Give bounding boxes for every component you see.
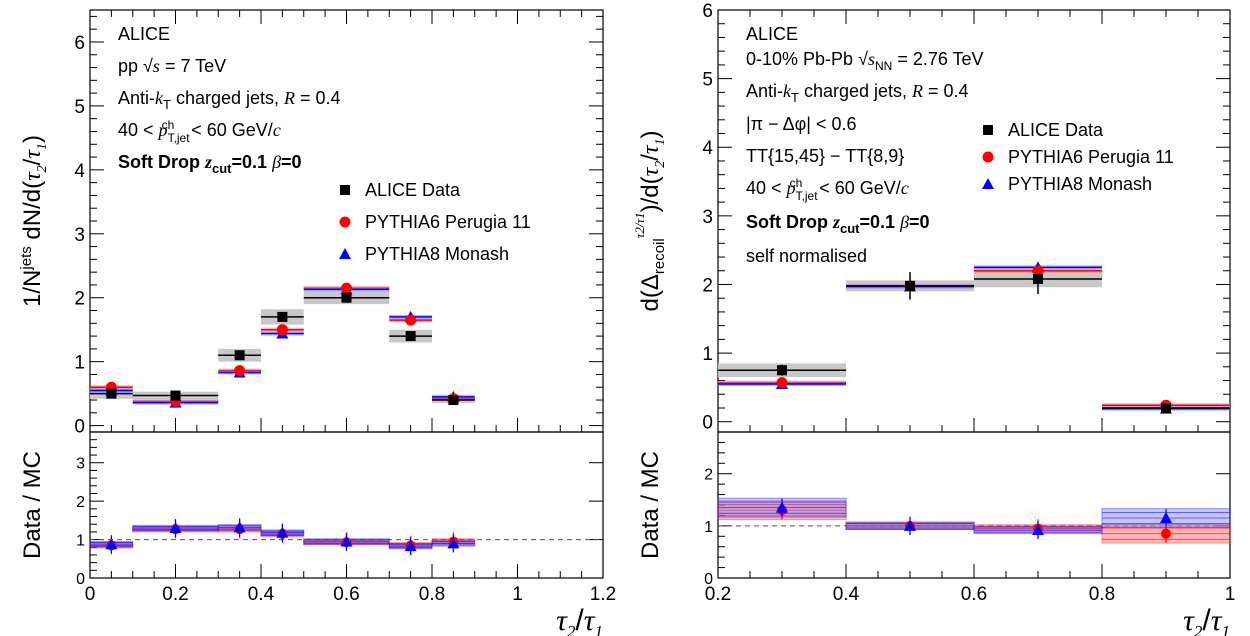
x-tick-label: 0.8: [1089, 584, 1115, 605]
y-tick-label: 2: [702, 275, 713, 296]
y-tick-label: 2: [74, 289, 85, 310]
marker-square: [448, 395, 459, 406]
jets-label: Anti-kT charged jets, R = 0.4: [118, 88, 341, 112]
y-tick-label: 1: [702, 344, 713, 365]
legend-label: ALICE Data: [1008, 120, 1104, 140]
ratio-marker-triangle: [169, 522, 182, 534]
y-tick-label: 0: [702, 413, 713, 434]
marker-square: [341, 292, 352, 303]
marker-square: [405, 331, 416, 342]
system-label: pp √s = 7 TeV: [118, 56, 226, 76]
marker-square: [277, 311, 288, 322]
jets-label: Anti-kT charged jets, R = 0.4: [746, 81, 969, 105]
marker-circle: [1032, 265, 1044, 277]
marker-square: [234, 350, 245, 361]
x-tick-label: 0.4: [833, 584, 860, 605]
ratio-y-tick-label: 0: [704, 571, 713, 588]
x-tick-label: 0.4: [248, 584, 275, 605]
marker-square: [1161, 402, 1171, 413]
y-tick-label: 5: [74, 97, 85, 118]
y-tick-label: 3: [702, 207, 713, 228]
y-tick-label: 5: [702, 70, 713, 91]
y-tick-label: 4: [74, 161, 85, 182]
x-tick-label: 0.6: [333, 584, 359, 605]
y-tick-label: 6: [74, 33, 85, 54]
ratio-y-tick-label: 0: [76, 571, 85, 588]
legend-label: PYTHIA6 Perugia 11: [1008, 147, 1174, 167]
marker-circle: [234, 365, 246, 377]
x-axis-title: τ2/τ1: [1183, 604, 1230, 636]
ratio-marker-triangle: [276, 526, 289, 538]
angle-label: |π − Δφ| < 0.6: [746, 114, 857, 134]
y-axis-title: d(Δrecoilτ2/τ1)/d(τ2/τ1): [632, 130, 668, 311]
marker-circle: [341, 282, 352, 294]
marker-circle: [276, 324, 288, 336]
ratio-marker-triangle: [1160, 512, 1172, 524]
ratio-y-tick-label: 2: [76, 494, 85, 511]
ratio-marker-triangle: [404, 540, 417, 552]
pt-range-label: 40 < pT,jetch < 60 GeV/c: [118, 118, 281, 145]
ratio-y-tick-label: 3: [76, 456, 85, 473]
marker-square: [170, 390, 181, 401]
y-tick-label: 1: [74, 353, 85, 374]
system-label: 0-10% Pb-Pb √sNN = 2.76 TeV: [746, 49, 984, 73]
ratio-marker-triangle: [340, 535, 353, 547]
pt-range-label: 40 < pT,jetch < 60 GeV/c: [746, 176, 909, 203]
ratio-y-tick-label: 1: [704, 519, 713, 536]
legend-label: PYTHIA8 Monash: [1008, 174, 1152, 194]
ratio-plot-frame: [89, 431, 604, 579]
legend-marker-circle: [982, 151, 994, 163]
grooming-label: Soft Drop zcut=0.1 β=0: [746, 212, 930, 236]
ratio-marker-circle: [1161, 528, 1171, 539]
legend-marker-triangle: [339, 248, 351, 259]
x-tick-label: 0.2: [705, 584, 731, 605]
x-tick-label: 0.6: [961, 584, 987, 605]
x-tick-label: 1: [1225, 584, 1236, 605]
normalisation-label: self normalised: [746, 246, 867, 266]
legend-label: ALICE Data: [365, 180, 461, 200]
ratio-marker-triangle: [105, 538, 118, 550]
ratio-y-tick-label: 2: [704, 467, 713, 484]
marker-square: [1033, 273, 1043, 284]
y-tick-label: 4: [702, 138, 713, 159]
ratio-marker-triangle: [1032, 524, 1044, 536]
y-axis-title: 1/Njets dN/d(τ2/τ1): [18, 135, 50, 307]
x-tick-label: 0: [85, 584, 96, 605]
grooming-label: Soft Drop zcut=0.1 β=0: [118, 152, 302, 176]
ratio-y-axis-title: Data / MC: [19, 451, 46, 559]
legend-marker-circle: [339, 216, 351, 228]
y-tick-label: 3: [74, 225, 85, 246]
ratio-marker-triangle: [447, 537, 460, 549]
ratio-marker-triangle: [233, 521, 246, 533]
legend-label: PYTHIA8 Monash: [365, 244, 509, 264]
y-tick-label: 6: [702, 1, 713, 22]
marker-square: [905, 280, 915, 291]
marker-circle: [776, 377, 788, 389]
legend-marker-square: [340, 185, 350, 195]
ratio-marker-triangle: [904, 519, 916, 531]
ratio-marker-triangle: [776, 501, 788, 513]
tt-label: TT{15,45} − TT{8,9}: [746, 146, 904, 166]
x-tick-label: 1: [512, 584, 523, 605]
left-chart-panel: 0 1 2 3 4 5 6 0 1 2 3 0 0.2 0.4 0.6 0.8 1 1.2 1/Njets dN/d…: [18, 9, 616, 636]
x-axis-title: τ2/τ1: [556, 604, 603, 636]
experiment-label: ALICE: [118, 24, 170, 44]
legend-marker-triangle: [982, 178, 994, 189]
ratio-y-axis-title: Data / MC: [637, 451, 664, 559]
legend-label: PYTHIA6 Perugia 11: [365, 212, 531, 232]
marker-circle: [405, 314, 417, 326]
right-chart-panel: 0 1 2 3 4 5 6 0 1 2 0.2 0.4 0.6 0.8 1 d(Δrecoilτ2/τ1)/d…: [632, 1, 1235, 636]
x-tick-label: 1.2: [590, 584, 616, 605]
marker-square: [106, 388, 117, 399]
experiment-label: ALICE: [746, 24, 798, 44]
y-tick-label: 0: [74, 417, 85, 438]
ratio-y-tick-label: 1: [76, 533, 85, 550]
x-tick-label: 0.8: [419, 584, 445, 605]
legend-marker-square: [983, 125, 993, 135]
marker-square: [777, 365, 787, 376]
x-tick-label: 0.2: [162, 584, 188, 605]
